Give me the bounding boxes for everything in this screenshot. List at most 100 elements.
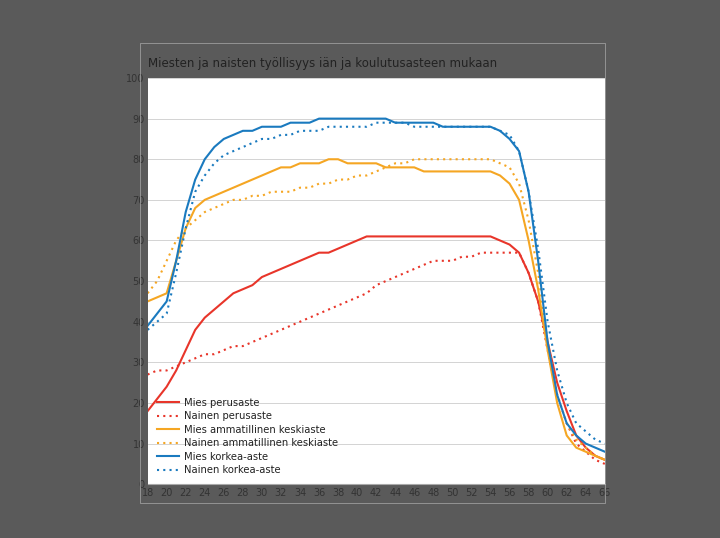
- Line: Mies korkea-aste: Mies korkea-aste: [148, 119, 605, 452]
- Nainen korkea-aste: [438, 124, 447, 130]
- Nainen ammatillinen keskiaste: [400, 160, 409, 167]
- Mies korkea-aste: [553, 392, 562, 398]
- Mies perusaste: [220, 298, 228, 305]
- Mies korkea-aste: [153, 310, 161, 317]
- Nainen ammatillinen keskiaste: [515, 180, 523, 187]
- Mies perusaste: [372, 233, 380, 239]
- Nainen korkea-aste: [544, 318, 552, 325]
- Mies ammatillinen keskiaste: [458, 168, 467, 175]
- Mies korkea-aste: [562, 420, 571, 427]
- Nainen ammatillinen keskiaste: [362, 172, 371, 179]
- Mies ammatillinen keskiaste: [334, 156, 343, 162]
- Mies korkea-aste: [591, 444, 600, 451]
- Mies perusaste: [267, 270, 276, 276]
- Mies korkea-aste: [362, 116, 371, 122]
- Mies korkea-aste: [544, 339, 552, 345]
- Mies korkea-aste: [429, 119, 438, 126]
- Nainen ammatillinen keskiaste: [143, 290, 152, 296]
- Nainen korkea-aste: [210, 160, 219, 167]
- Mies korkea-aste: [343, 116, 352, 122]
- Mies ammatillinen keskiaste: [267, 168, 276, 175]
- Nainen korkea-aste: [258, 136, 266, 142]
- Mies korkea-aste: [172, 258, 181, 264]
- Nainen perusaste: [172, 363, 181, 370]
- Mies korkea-aste: [391, 119, 400, 126]
- Nainen korkea-aste: [181, 225, 190, 231]
- Nainen ammatillinen keskiaste: [524, 217, 533, 223]
- Mies korkea-aste: [229, 132, 238, 138]
- Mies korkea-aste: [220, 136, 228, 142]
- Nainen perusaste: [534, 298, 542, 305]
- Nainen korkea-aste: [382, 119, 390, 126]
- Mies ammatillinen keskiaste: [572, 444, 580, 451]
- Mies ammatillinen keskiaste: [191, 205, 199, 211]
- Nainen perusaste: [582, 449, 590, 455]
- Nainen perusaste: [324, 306, 333, 313]
- Nainen perusaste: [600, 461, 609, 467]
- Nainen ammatillinen keskiaste: [391, 160, 400, 167]
- Nainen ammatillinen keskiaste: [200, 209, 209, 215]
- Legend: Mies perusaste, Nainen perusaste, Mies ammatillinen keskiaste, Nainen ammatillin: Mies perusaste, Nainen perusaste, Mies a…: [157, 398, 338, 475]
- Nainen korkea-aste: [505, 132, 514, 138]
- Nainen perusaste: [343, 298, 352, 305]
- Mies ammatillinen keskiaste: [258, 172, 266, 179]
- Line: Mies perusaste: Mies perusaste: [148, 236, 605, 460]
- Nainen korkea-aste: [458, 124, 467, 130]
- Line: Nainen ammatillinen keskiaste: Nainen ammatillinen keskiaste: [148, 159, 605, 460]
- Mies korkea-aste: [486, 124, 495, 130]
- Nainen perusaste: [553, 392, 562, 398]
- Mies ammatillinen keskiaste: [315, 160, 323, 167]
- Mies ammatillinen keskiaste: [582, 449, 590, 455]
- Mies perusaste: [391, 233, 400, 239]
- Mies korkea-aste: [305, 119, 314, 126]
- Nainen ammatillinen keskiaste: [238, 197, 247, 203]
- Mies perusaste: [238, 286, 247, 293]
- Nainen korkea-aste: [391, 119, 400, 126]
- Nainen ammatillinen keskiaste: [505, 164, 514, 171]
- Nainen ammatillinen keskiaste: [534, 270, 542, 276]
- Nainen korkea-aste: [143, 327, 152, 333]
- Nainen perusaste: [362, 290, 371, 296]
- Mies korkea-aste: [477, 124, 485, 130]
- Nainen ammatillinen keskiaste: [553, 392, 562, 398]
- Line: Nainen perusaste: Nainen perusaste: [148, 253, 605, 464]
- Nainen perusaste: [448, 258, 456, 264]
- Mies ammatillinen keskiaste: [600, 457, 609, 463]
- Mies perusaste: [515, 250, 523, 256]
- Nainen korkea-aste: [353, 124, 361, 130]
- Mies perusaste: [324, 250, 333, 256]
- Mies ammatillinen keskiaste: [486, 168, 495, 175]
- Mies ammatillinen keskiaste: [420, 168, 428, 175]
- Mies perusaste: [600, 457, 609, 463]
- Mies perusaste: [448, 233, 456, 239]
- Mies perusaste: [534, 298, 542, 305]
- Nainen korkea-aste: [200, 172, 209, 179]
- Mies perusaste: [172, 367, 181, 374]
- Nainen perusaste: [544, 347, 552, 353]
- Nainen ammatillinen keskiaste: [600, 457, 609, 463]
- Nainen perusaste: [181, 359, 190, 366]
- Mies korkea-aste: [143, 323, 152, 329]
- Mies korkea-aste: [448, 124, 456, 130]
- Mies perusaste: [353, 237, 361, 244]
- Nainen perusaste: [353, 294, 361, 301]
- Nainen perusaste: [229, 343, 238, 349]
- Mies perusaste: [229, 290, 238, 296]
- Nainen perusaste: [220, 347, 228, 353]
- Mies perusaste: [420, 233, 428, 239]
- Mies perusaste: [562, 408, 571, 414]
- Mies perusaste: [591, 452, 600, 459]
- Nainen ammatillinen keskiaste: [382, 164, 390, 171]
- Nainen perusaste: [486, 250, 495, 256]
- Mies perusaste: [181, 347, 190, 353]
- Nainen korkea-aste: [305, 128, 314, 134]
- Mies korkea-aste: [324, 116, 333, 122]
- Mies perusaste: [153, 395, 161, 402]
- Nainen korkea-aste: [372, 119, 380, 126]
- Mies ammatillinen keskiaste: [544, 347, 552, 353]
- Nainen ammatillinen keskiaste: [248, 193, 257, 199]
- Mies ammatillinen keskiaste: [467, 168, 476, 175]
- Nainen korkea-aste: [276, 132, 285, 138]
- Mies ammatillinen keskiaste: [343, 160, 352, 167]
- Mies ammatillinen keskiaste: [200, 197, 209, 203]
